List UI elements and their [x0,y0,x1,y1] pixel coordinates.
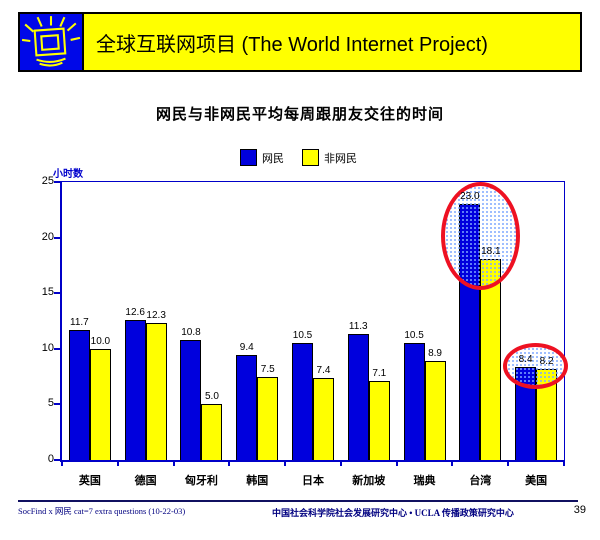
world-internet-project-logo [20,14,84,70]
bar-非网民-匈牙利 [201,404,223,460]
bar-非网民-韩国 [257,376,279,460]
bar-网民-瑞典 [403,343,425,460]
x-axis-label-新加坡: 新加坡 [352,475,386,487]
bar-网民-匈牙利 [180,339,202,460]
y-tick-mark [54,181,60,183]
bar-非网民-英国 [89,348,111,460]
y-axis-tick-5: 5 [47,397,54,410]
bar-value-非网民-日本: 7.4 [316,364,331,376]
legend-swatch-non-netizen [302,149,319,166]
footer-source-note: SocFind x 网民 cat=7 extra questions (10-2… [18,506,186,516]
x-tick-mark [284,460,287,466]
legend-item-non-netizen: 非网民 [302,149,357,166]
bar-value-非网民-美国: 8.2 [539,355,554,367]
bar-非网民-日本 [313,377,334,460]
y-axis-tick-25: 25 [41,175,54,187]
chart-legend: 网民 非网民 [240,149,357,166]
bar-value-网民-美国: 8.4 [518,353,533,365]
bar-网民-英国 [68,329,90,460]
bar-非网民-瑞典 [424,361,446,460]
y-tick-mark [54,347,60,350]
x-tick-mark [507,460,510,466]
x-tick-mark [116,460,119,466]
bar-非网民-德国 [145,323,167,460]
bar-网民-德国 [124,319,146,460]
x-tick-mark [172,460,175,466]
shining-monitor-icon [20,14,82,70]
legend-item-netizen: 网民 [240,149,284,166]
bar-value-非网民-瑞典: 8.9 [428,348,442,360]
y-axis-unit-label: 小时数 [53,169,83,180]
x-axis-label-匈牙利: 匈牙利 [184,475,218,487]
x-tick-mark [339,460,342,466]
bar-value-非网民-新加坡: 7.1 [372,368,387,380]
highlight-ellipse-usa [503,343,568,389]
footer-organizations: 中国社会科学院社会发展研究中心 • UCLA 传播政策研究中心 [272,508,514,518]
y-axis-tick-10: 10 [41,341,54,354]
plot-area: 11.7 10.0 英国 12.6 12.3 德国 10.8 5.0 匈牙利 9.4 7.5 韩国 10… [42,175,565,487]
bar-非网民-新加坡 [368,381,390,460]
x-tick-mark [451,460,454,466]
footer-divider [18,500,578,502]
bar-value-非网民-韩国: 7.5 [260,363,275,375]
bar-value-网民-匈牙利: 10.8 [181,326,201,338]
legend-swatch-netizen [240,149,257,166]
y-tick-mark [54,403,60,406]
header-banner: 全球互联网项目 (The World Internet Project) [18,12,582,72]
bar-value-非网民-德国: 12.3 [146,310,166,322]
bar-网民-日本 [292,343,313,460]
bar-value-网民-韩国: 9.4 [239,342,254,354]
y-axis-tick-20: 20 [41,230,54,243]
y-axis-tick-0: 0 [47,453,54,465]
bar-value-非网民-英国: 10.0 [90,335,111,347]
bar-value-网民-德国: 12.6 [125,306,145,318]
page-number: 39 [573,504,586,516]
legend-label-non-netizen: 非网民 [324,152,357,165]
y-tick-mark [54,236,60,239]
x-axis-label-日本: 日本 [301,475,324,487]
x-tick-mark [228,460,231,466]
page-title: 网民与非网民平均每周跟朋友交往的时间 [155,106,444,123]
x-axis-label-瑞典: 瑞典 [413,475,436,487]
x-axis-label-英国: 英国 [78,475,101,487]
bar-value-网民-瑞典: 10.5 [404,330,424,342]
x-axis-label-韩国: 韩国 [246,475,269,487]
highlight-ellipse-taiwan [441,182,520,290]
legend-label-netizen: 网民 [262,152,284,165]
x-axis-label-德国: 德国 [134,475,157,487]
bar-value-网民-新加坡: 11.3 [348,321,368,333]
bar-value-网民-英国: 11.7 [70,316,89,328]
y-axis-tick-15: 15 [41,286,54,299]
x-axis-label-美国: 美国 [525,475,548,487]
bar-网民-韩国 [236,355,258,460]
x-tick-mark [61,460,63,466]
bar-value-非网民-匈牙利: 5.0 [204,391,219,403]
x-tick-mark [395,460,398,466]
bar-value-网民-日本: 10.5 [292,330,313,342]
bar-value-非网民-台湾: 18.1 [481,245,501,257]
x-tick-mark [563,460,565,466]
bar-value-网民-台湾: 23.0 [460,191,480,203]
bar-网民-新加坡 [347,334,369,460]
x-axis-label-台湾: 台湾 [469,475,492,487]
y-tick-mark [54,459,60,461]
y-tick-mark [54,292,60,295]
banner-title: 全球互联网项目 (The World Internet Project) [96,33,488,56]
